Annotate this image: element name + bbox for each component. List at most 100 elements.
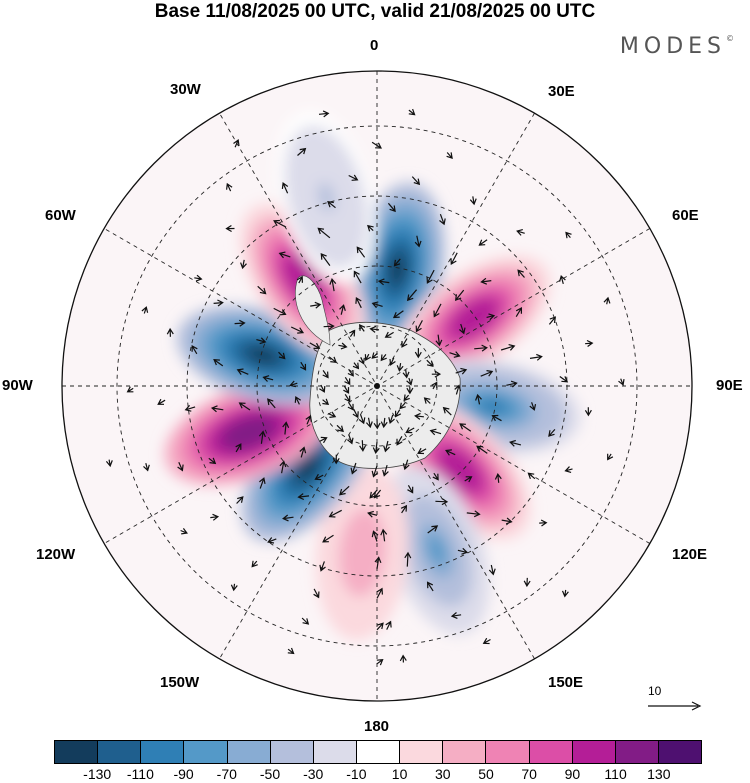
wind-arrow <box>355 296 362 309</box>
wind-arrow <box>376 659 384 666</box>
wind-arrow <box>235 443 242 453</box>
wind-arrow <box>423 397 431 404</box>
wind-arrow <box>380 417 388 429</box>
wind-arrow <box>258 430 266 444</box>
wind-arrow <box>282 421 290 435</box>
wind-arrow <box>236 368 249 375</box>
wind-arrow <box>435 498 449 506</box>
lon-label-60w: 60W <box>45 207 76 224</box>
antarctica-landmass <box>295 275 461 469</box>
wind-arrow <box>191 344 198 355</box>
wind-arrow <box>466 510 481 518</box>
wind-arrow <box>411 176 421 186</box>
wind-arrow <box>320 252 331 266</box>
wind-arrow <box>289 380 298 388</box>
reference-vector-head <box>691 701 702 711</box>
colorbar-swatch <box>313 741 357 763</box>
lon-label-30e: 30E <box>548 83 575 100</box>
antarctic-peninsula <box>295 275 331 346</box>
antarctica-coastline <box>309 322 461 469</box>
wind-arrow <box>347 369 354 377</box>
wind-arrow <box>548 316 557 325</box>
wind-arrow <box>399 402 406 410</box>
wind-arrow <box>372 442 380 454</box>
wind-arrow <box>166 327 174 337</box>
wind-arrow <box>359 440 367 452</box>
negative-anomaly <box>384 466 490 635</box>
colorbar <box>54 740 702 764</box>
lon-label-0: 0 <box>370 37 379 54</box>
wind-arrow <box>364 353 372 362</box>
colorbar-swatch <box>184 741 228 763</box>
wind-arrow <box>450 252 458 266</box>
wind-arrow <box>618 378 625 386</box>
wind-arrow <box>213 359 224 367</box>
lon-label-180: 180 <box>364 718 390 735</box>
wind-arrow <box>607 453 614 461</box>
wind-arrow <box>396 436 403 446</box>
wind-arrow <box>353 270 362 284</box>
wind-arrow <box>529 402 537 411</box>
wind-arrow <box>290 326 305 334</box>
colorbar-tick-label: -30 <box>303 766 324 782</box>
wind-arrow <box>299 446 307 458</box>
colorbar-tick-label: -90 <box>173 766 194 782</box>
wind-arrow <box>459 323 466 335</box>
wind-arrow <box>240 259 247 270</box>
wind-arrow <box>177 462 184 472</box>
wind-arrow <box>406 377 413 386</box>
wind-arrow <box>559 274 566 285</box>
colorbar-swatch <box>400 741 444 763</box>
wind-arrow <box>267 398 276 409</box>
wind-arrow <box>301 617 310 625</box>
wind-arrow <box>367 510 378 518</box>
wind-arrow <box>501 517 513 525</box>
colorbar-tick-label: -70 <box>216 766 237 782</box>
colorbar-swatch <box>615 741 659 763</box>
wind-arrow <box>529 353 543 361</box>
wind-arrow <box>469 196 477 206</box>
lon-label-90e: 90E <box>716 377 743 394</box>
wind-arrow <box>336 424 344 433</box>
wind-arrow <box>445 449 456 456</box>
colorbar-tick-label: 50 <box>478 766 494 782</box>
wind-arrow <box>415 320 423 333</box>
wind-arrow <box>527 472 536 480</box>
lon-label-150e: 150E <box>548 674 584 691</box>
wind-arrow <box>385 620 392 630</box>
wind-arrow <box>105 459 113 468</box>
lon-label-30w: 30W <box>170 81 201 98</box>
wind-arrow <box>539 519 548 527</box>
wind-arrow <box>329 278 337 292</box>
wind-arrow <box>344 376 351 386</box>
wind-arrow <box>382 464 389 477</box>
wind-arrow <box>401 338 408 348</box>
wind-arrow <box>322 534 334 543</box>
wind-arrow <box>371 301 383 309</box>
wind-arrow <box>273 307 287 316</box>
wind-arrow <box>406 289 418 302</box>
wind-arrow <box>464 476 473 483</box>
wind-arrow <box>305 414 312 425</box>
map-boundary <box>61 70 693 702</box>
wind-arrow <box>392 310 404 319</box>
wind-arrow <box>356 246 366 258</box>
negative-anomaly <box>276 111 377 284</box>
wind-arrow <box>399 654 407 663</box>
wind-arrow <box>279 460 287 474</box>
wind-arrow <box>459 423 472 432</box>
wind-arrow <box>494 473 502 483</box>
wind-arrow <box>213 299 224 307</box>
wind-arrow <box>339 304 346 315</box>
wind-arrow <box>300 361 307 371</box>
brand-mark: © <box>726 34 734 43</box>
wind-arrow <box>180 528 188 535</box>
wind-arrow <box>433 303 442 318</box>
colorbar-swatch <box>529 741 573 763</box>
modes-logo: MODES© <box>620 34 734 59</box>
colorbar-tick-label: 110 <box>604 766 627 782</box>
colorbar-swatch <box>658 741 702 763</box>
wind-arrow <box>296 275 303 284</box>
wind-arrow <box>431 370 442 378</box>
